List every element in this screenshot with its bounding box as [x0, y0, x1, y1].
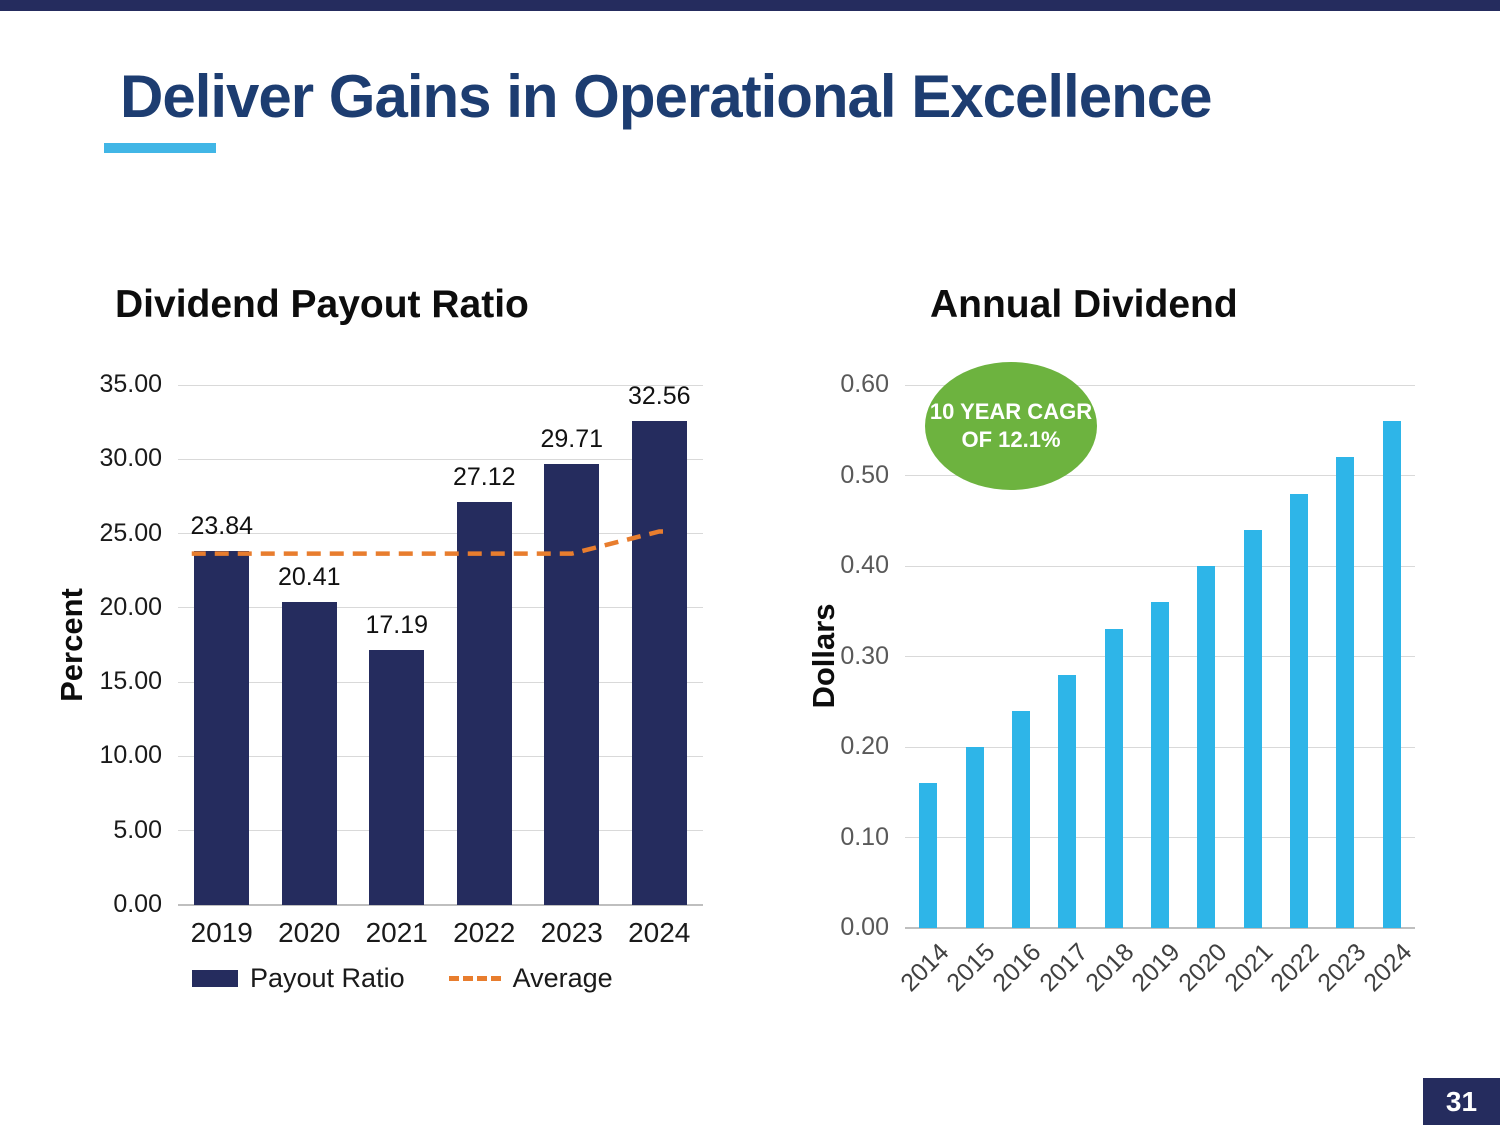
page-title: Deliver Gains in Operational Excellence: [120, 63, 1212, 130]
x-tick-label: 2021: [1219, 938, 1279, 998]
annual-dividend-bar: [1336, 457, 1355, 928]
y-tick-label: 30.00: [99, 444, 162, 473]
average-legend-dash-swatch: [448, 976, 501, 981]
x-tick-label: 2020: [278, 917, 341, 948]
y-tick-label: 15.00: [99, 667, 162, 696]
y-tick-label: 0.30: [840, 641, 889, 670]
bar-value-label: 32.56: [627, 382, 691, 411]
x-tick-label: 2016: [987, 938, 1047, 998]
gridline: [905, 475, 1415, 476]
y-tick-label: 0.50: [840, 460, 889, 489]
gridline: [905, 384, 1415, 386]
annual-dividend-bar: [1104, 629, 1123, 928]
bar-value-label: 27.12: [452, 463, 516, 492]
average-legend-label: Average: [512, 963, 613, 993]
cagr-badge-line1: 10 YEAR CAGR: [929, 399, 1093, 424]
page-number-box: 31: [1423, 1078, 1500, 1125]
y-tick-label: 10.00: [99, 741, 162, 770]
gridline: [905, 565, 1415, 567]
annual-dividend-bar: [919, 783, 938, 928]
annual-dividend-bar: [1382, 421, 1401, 928]
y-tick-label: 0.00: [840, 913, 889, 941]
bar-value-label: 20.41: [277, 562, 341, 591]
x-tick-label: 2018: [1080, 938, 1140, 998]
x-tick-label: 2017: [1033, 938, 1094, 998]
payout-ratio-plot-area: 0.00 5.00 10.00 15.00 20.00 25.00 30.00 35.00 23…: [99, 370, 703, 948]
annual-dividend-bar: [1151, 602, 1169, 928]
y-tick-label: 25.00: [99, 518, 162, 547]
payout-ratio-chart-title: Dividend Payout Ratio: [115, 283, 529, 326]
annual-dividend-plot-area: 0.00 0.10 0.20 0.30 0.40 0.50 0.60 2014 2015 2016…: [840, 370, 1417, 997]
x-tick-label: 2015: [941, 938, 1001, 998]
x-tick-label: 2019: [190, 917, 253, 948]
cagr-badge: 10 YEAR CAGR OF 12.1%: [925, 362, 1097, 490]
bar-value-label: 29.71: [540, 424, 604, 453]
y-tick-label: 0.10: [840, 822, 889, 851]
y-tick-label: 20.00: [99, 592, 162, 621]
title-underline-accent: [104, 143, 216, 153]
annual-dividend-bar: [1197, 566, 1216, 928]
annual-dividend-bar: [965, 747, 984, 928]
gridline: [178, 533, 703, 535]
y-tick-label: 5.00: [113, 815, 162, 844]
x-tick-label: 2021: [365, 917, 428, 948]
page-number: 31: [1445, 1085, 1478, 1117]
annual-dividend-chart-title: Annual Dividend: [930, 283, 1238, 326]
payout-ratio-bar: [544, 463, 600, 905]
y-tick-label: 0.20: [840, 732, 889, 760]
bar-value-label: 17.19: [365, 610, 429, 639]
payout-ratio-legend-swatch: [192, 970, 238, 987]
cagr-badge-line2: OF 12.1%: [961, 427, 1061, 452]
payout-ratio-bar: [631, 421, 687, 905]
annual-dividend-bar: [1290, 493, 1309, 928]
gridline: [178, 755, 703, 757]
x-tick-label: 2024: [1358, 938, 1418, 998]
x-axis-line: [178, 904, 703, 906]
payout-ratio-bar: [456, 502, 512, 905]
x-axis-line: [905, 927, 1415, 929]
gridline: [178, 384, 703, 386]
x-tick-label: 2014: [894, 938, 954, 998]
payout-ratio-legend: Payout Ratio Average: [192, 963, 613, 994]
annual-dividend-bar: [1243, 529, 1262, 928]
y-tick-label: 0.60: [840, 370, 889, 398]
payout-ratio-bar: [194, 550, 250, 905]
x-tick-label: 2024: [628, 917, 691, 948]
x-tick-label: 2023: [1312, 938, 1372, 998]
x-tick-label: 2019: [1126, 938, 1186, 998]
x-tick-label: 2020: [1173, 938, 1233, 998]
x-tick-label: 2022: [1265, 938, 1325, 998]
average-dashed-line: [191, 529, 672, 556]
y-tick-label: 35.00: [99, 370, 162, 398]
annual-dividend-bar: [1058, 674, 1077, 928]
gridline: [178, 681, 703, 683]
gridline: [178, 607, 703, 609]
top-accent-bar: [0, 0, 1500, 11]
payout-ratio-bar: [281, 601, 337, 905]
gridline: [178, 830, 703, 832]
annual-dividend-bar: [1011, 710, 1030, 928]
gridline: [178, 458, 703, 460]
payout-ratio-bar: [369, 649, 425, 905]
y-tick-label: 0.40: [840, 551, 889, 579]
x-tick-label: 2022: [453, 917, 516, 948]
y-tick-label: 0.00: [113, 890, 162, 918]
bar-value-label: 23.84: [190, 511, 254, 540]
payout-ratio-legend-label: Payout Ratio: [250, 963, 405, 993]
x-tick-label: 2023: [540, 917, 603, 948]
